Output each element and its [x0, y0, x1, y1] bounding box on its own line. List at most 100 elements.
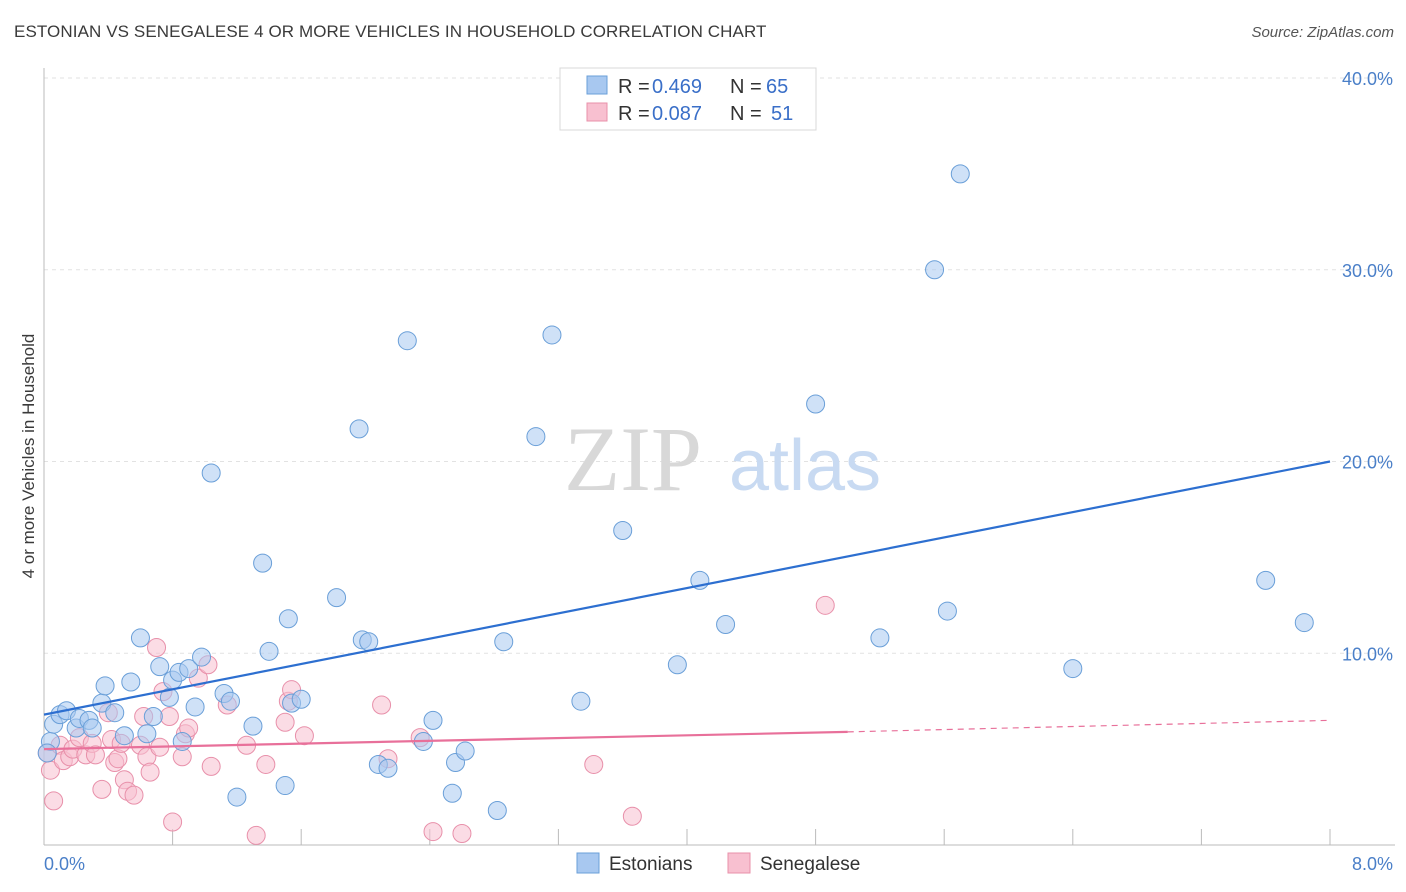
estonian-point [227, 787, 247, 807]
y-tick-label: 30.0% [1342, 261, 1393, 281]
estonian-point [327, 588, 347, 608]
estonian-point [278, 609, 298, 629]
estonian-point [201, 463, 221, 483]
watermark-zip: ZIP [564, 408, 702, 510]
trend-lines [43, 460, 1331, 751]
estonian-point [192, 647, 212, 667]
estonian-point [179, 659, 199, 679]
legend-n-label-1: N = [730, 76, 762, 98]
senegalese-point [815, 595, 835, 615]
senegalese-point [140, 762, 160, 782]
legend-r-value-1: 0.469 [652, 76, 702, 98]
estonian-point [105, 703, 125, 723]
senegalese-point [294, 726, 314, 746]
x-tick-label: 0.0% [44, 854, 85, 874]
senegalese-trend-line [43, 730, 848, 751]
senegalese-point [85, 745, 105, 765]
estonian-point [185, 697, 205, 717]
estonian-point [1256, 570, 1276, 590]
estonian-point [137, 724, 157, 744]
senegalese-point [159, 707, 179, 727]
estonian-point [349, 419, 369, 439]
estonian-point [925, 260, 945, 280]
estonian-point [150, 657, 170, 677]
estonian-point [667, 655, 687, 675]
senegalese-point [246, 825, 266, 845]
estonian-point [130, 628, 150, 648]
estonian-point [487, 800, 507, 820]
y-tick-label: 40.0% [1342, 69, 1393, 89]
estonian-point [121, 672, 141, 692]
bottom-legend-swatch-estonians [576, 852, 600, 874]
estonian-point [1294, 613, 1314, 633]
estonian-point [806, 394, 826, 414]
estonian-point [950, 164, 970, 184]
estonian-point [378, 758, 398, 778]
estonian-point [442, 783, 462, 803]
estonian-point [259, 641, 279, 661]
estonian-point [423, 710, 443, 730]
estonian-point [82, 718, 102, 738]
legend-swatch-senegalese [586, 102, 608, 122]
estonian-point [937, 601, 957, 621]
senegalese-point [44, 791, 64, 811]
estonian-point [571, 691, 591, 711]
senegalese-point [201, 756, 221, 776]
estonian-point [359, 632, 379, 652]
y-tick-label: 10.0% [1342, 644, 1393, 664]
estonian-point [397, 331, 417, 351]
legend-n-value-2: 51 [771, 103, 793, 125]
senegalese-point [147, 637, 167, 657]
estonian-trend-line [43, 460, 1331, 716]
estonian-point [613, 521, 633, 541]
watermark: ZIP atlas [564, 408, 881, 510]
senegalese-point [163, 812, 183, 832]
x-tick-labels: 0.0% 8.0% [44, 854, 1393, 874]
grid-lines [44, 77, 1395, 654]
estonian-point [526, 427, 546, 447]
legend-box: R = 0.469 N = 65 R = 0.087 N = 51 [559, 67, 817, 131]
estonian-point [172, 731, 192, 751]
senegalese-point [622, 806, 642, 826]
estonian-point [37, 743, 57, 763]
estonian-point [243, 716, 263, 736]
senegalese-point [275, 712, 295, 732]
estonian-point [870, 628, 890, 648]
estonian-point [542, 325, 562, 345]
chart-title: ESTONIAN VS SENEGALESE 4 OR MORE VEHICLE… [14, 22, 767, 41]
senegalese-point [108, 749, 128, 769]
senegalese-point [92, 779, 112, 799]
senegalese-point [124, 785, 144, 805]
bottom-legend: Estonians Senegalese [576, 852, 860, 875]
bottom-legend-estonians: Estonians [609, 854, 692, 875]
estonian-point [716, 614, 736, 634]
watermark-atlas: atlas [729, 426, 881, 506]
senegalese-point [423, 822, 443, 842]
legend-r-label-1: R = [618, 76, 650, 98]
estonian-point [275, 776, 295, 796]
estonian-point [95, 676, 115, 696]
estonian-point [220, 691, 240, 711]
estonian-point [494, 632, 514, 652]
legend-swatch-estonians [586, 75, 608, 95]
y-axis-label: 4 or more Vehicles in Household [19, 334, 38, 579]
source-label: Source: ZipAtlas.com [1251, 24, 1394, 41]
estonian-point [291, 689, 311, 709]
legend-r-label-2: R = [618, 103, 650, 125]
y-tick-label: 20.0% [1342, 453, 1393, 473]
legend-n-value-1: 65 [766, 76, 788, 98]
estonian-point [253, 553, 273, 573]
senegalese-point [584, 754, 604, 774]
estonian-point [1063, 659, 1083, 679]
legend-n-label-2: N = [730, 103, 762, 125]
senegalese-trend-extension [847, 719, 1331, 733]
legend-r-value-2: 0.087 [652, 103, 702, 125]
estonian-points [37, 164, 1314, 820]
senegalese-point [372, 695, 392, 715]
x-tick-label: 8.0% [1352, 854, 1393, 874]
senegalese-point [452, 823, 472, 843]
senegalese-point [256, 754, 276, 774]
y-tick-labels: 10.0% 20.0% 30.0% 40.0% [1342, 69, 1393, 664]
bottom-legend-senegalese: Senegalese [760, 854, 860, 875]
